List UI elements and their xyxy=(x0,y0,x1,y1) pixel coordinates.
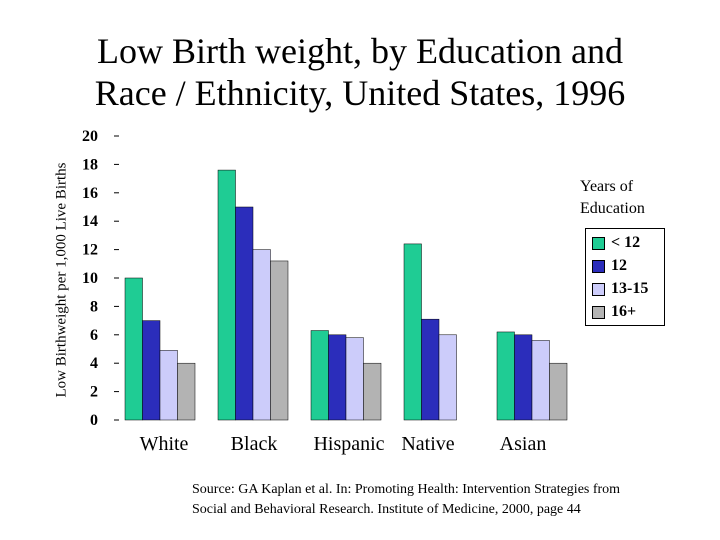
bar-black-12 xyxy=(235,206,254,421)
x-category-label: Black xyxy=(231,433,278,455)
legend-swatch xyxy=(592,259,605,273)
bar-asian-1315 xyxy=(531,340,550,421)
x-category-label: Asian xyxy=(500,433,547,455)
bar-white-1315 xyxy=(159,350,178,421)
y-tick-label: 4 xyxy=(90,355,98,372)
bar-hispanic-12 xyxy=(310,330,329,421)
legend-swatch xyxy=(592,236,605,250)
bar-hispanic-1315 xyxy=(345,337,364,421)
y-tick-label: 0 xyxy=(90,412,98,429)
legend-item: 16+ xyxy=(592,303,636,321)
bar-asian-12 xyxy=(496,331,515,421)
bar-black-16 xyxy=(270,260,289,421)
y-tick-label: 14 xyxy=(82,213,98,230)
bar-asian-12 xyxy=(514,334,533,421)
y-tick-label: 2 xyxy=(90,384,98,401)
bar-native-12 xyxy=(403,243,422,421)
bar-white-12 xyxy=(142,320,161,421)
bar-white-16 xyxy=(177,362,196,421)
legend-label: 12 xyxy=(611,257,627,274)
bar-hispanic-12 xyxy=(328,334,347,421)
y-tick-label: 18 xyxy=(82,156,98,173)
legend-title: Years of Education xyxy=(580,178,645,217)
chart-title-line-2: Race / Ethnicity, United States, 1996 xyxy=(94,73,626,113)
bar-asian-16 xyxy=(549,362,568,421)
legend-swatch xyxy=(592,282,605,296)
legend-item: 13-15 xyxy=(592,280,648,298)
y-tick-label: 12 xyxy=(82,242,98,259)
y-tick-label: 16 xyxy=(82,185,98,202)
x-category-label: Native xyxy=(401,433,454,455)
y-tick-label: 8 xyxy=(90,298,98,315)
legend-item: < 12 xyxy=(592,234,640,252)
x-category-label: White xyxy=(140,433,189,455)
bar-black-12 xyxy=(217,169,236,421)
bar-native-1315 xyxy=(438,334,457,421)
y-tick-label: 20 xyxy=(82,128,98,145)
y-tick-label: 6 xyxy=(90,327,98,344)
legend-item: 12 xyxy=(592,257,627,275)
legend-label: < 12 xyxy=(611,234,641,251)
legend: < 12 12 13-15 16+ xyxy=(585,228,665,326)
legend-label: 16+ xyxy=(611,303,637,320)
source-note: Source: GA Kaplan et al. In: Promoting H… xyxy=(192,482,621,517)
bar-hispanic-16 xyxy=(363,362,382,421)
legend-label: 13-15 xyxy=(611,280,649,297)
bar-native-12 xyxy=(421,318,440,421)
bar-black-1315 xyxy=(252,249,271,421)
legend-swatch xyxy=(592,305,605,319)
bar-white-12 xyxy=(124,277,143,421)
chart-title-line-1: Low Birth weight, by Education and xyxy=(97,31,623,71)
y-tick-label: 10 xyxy=(82,270,98,287)
x-category-label: Hispanic xyxy=(313,433,384,455)
